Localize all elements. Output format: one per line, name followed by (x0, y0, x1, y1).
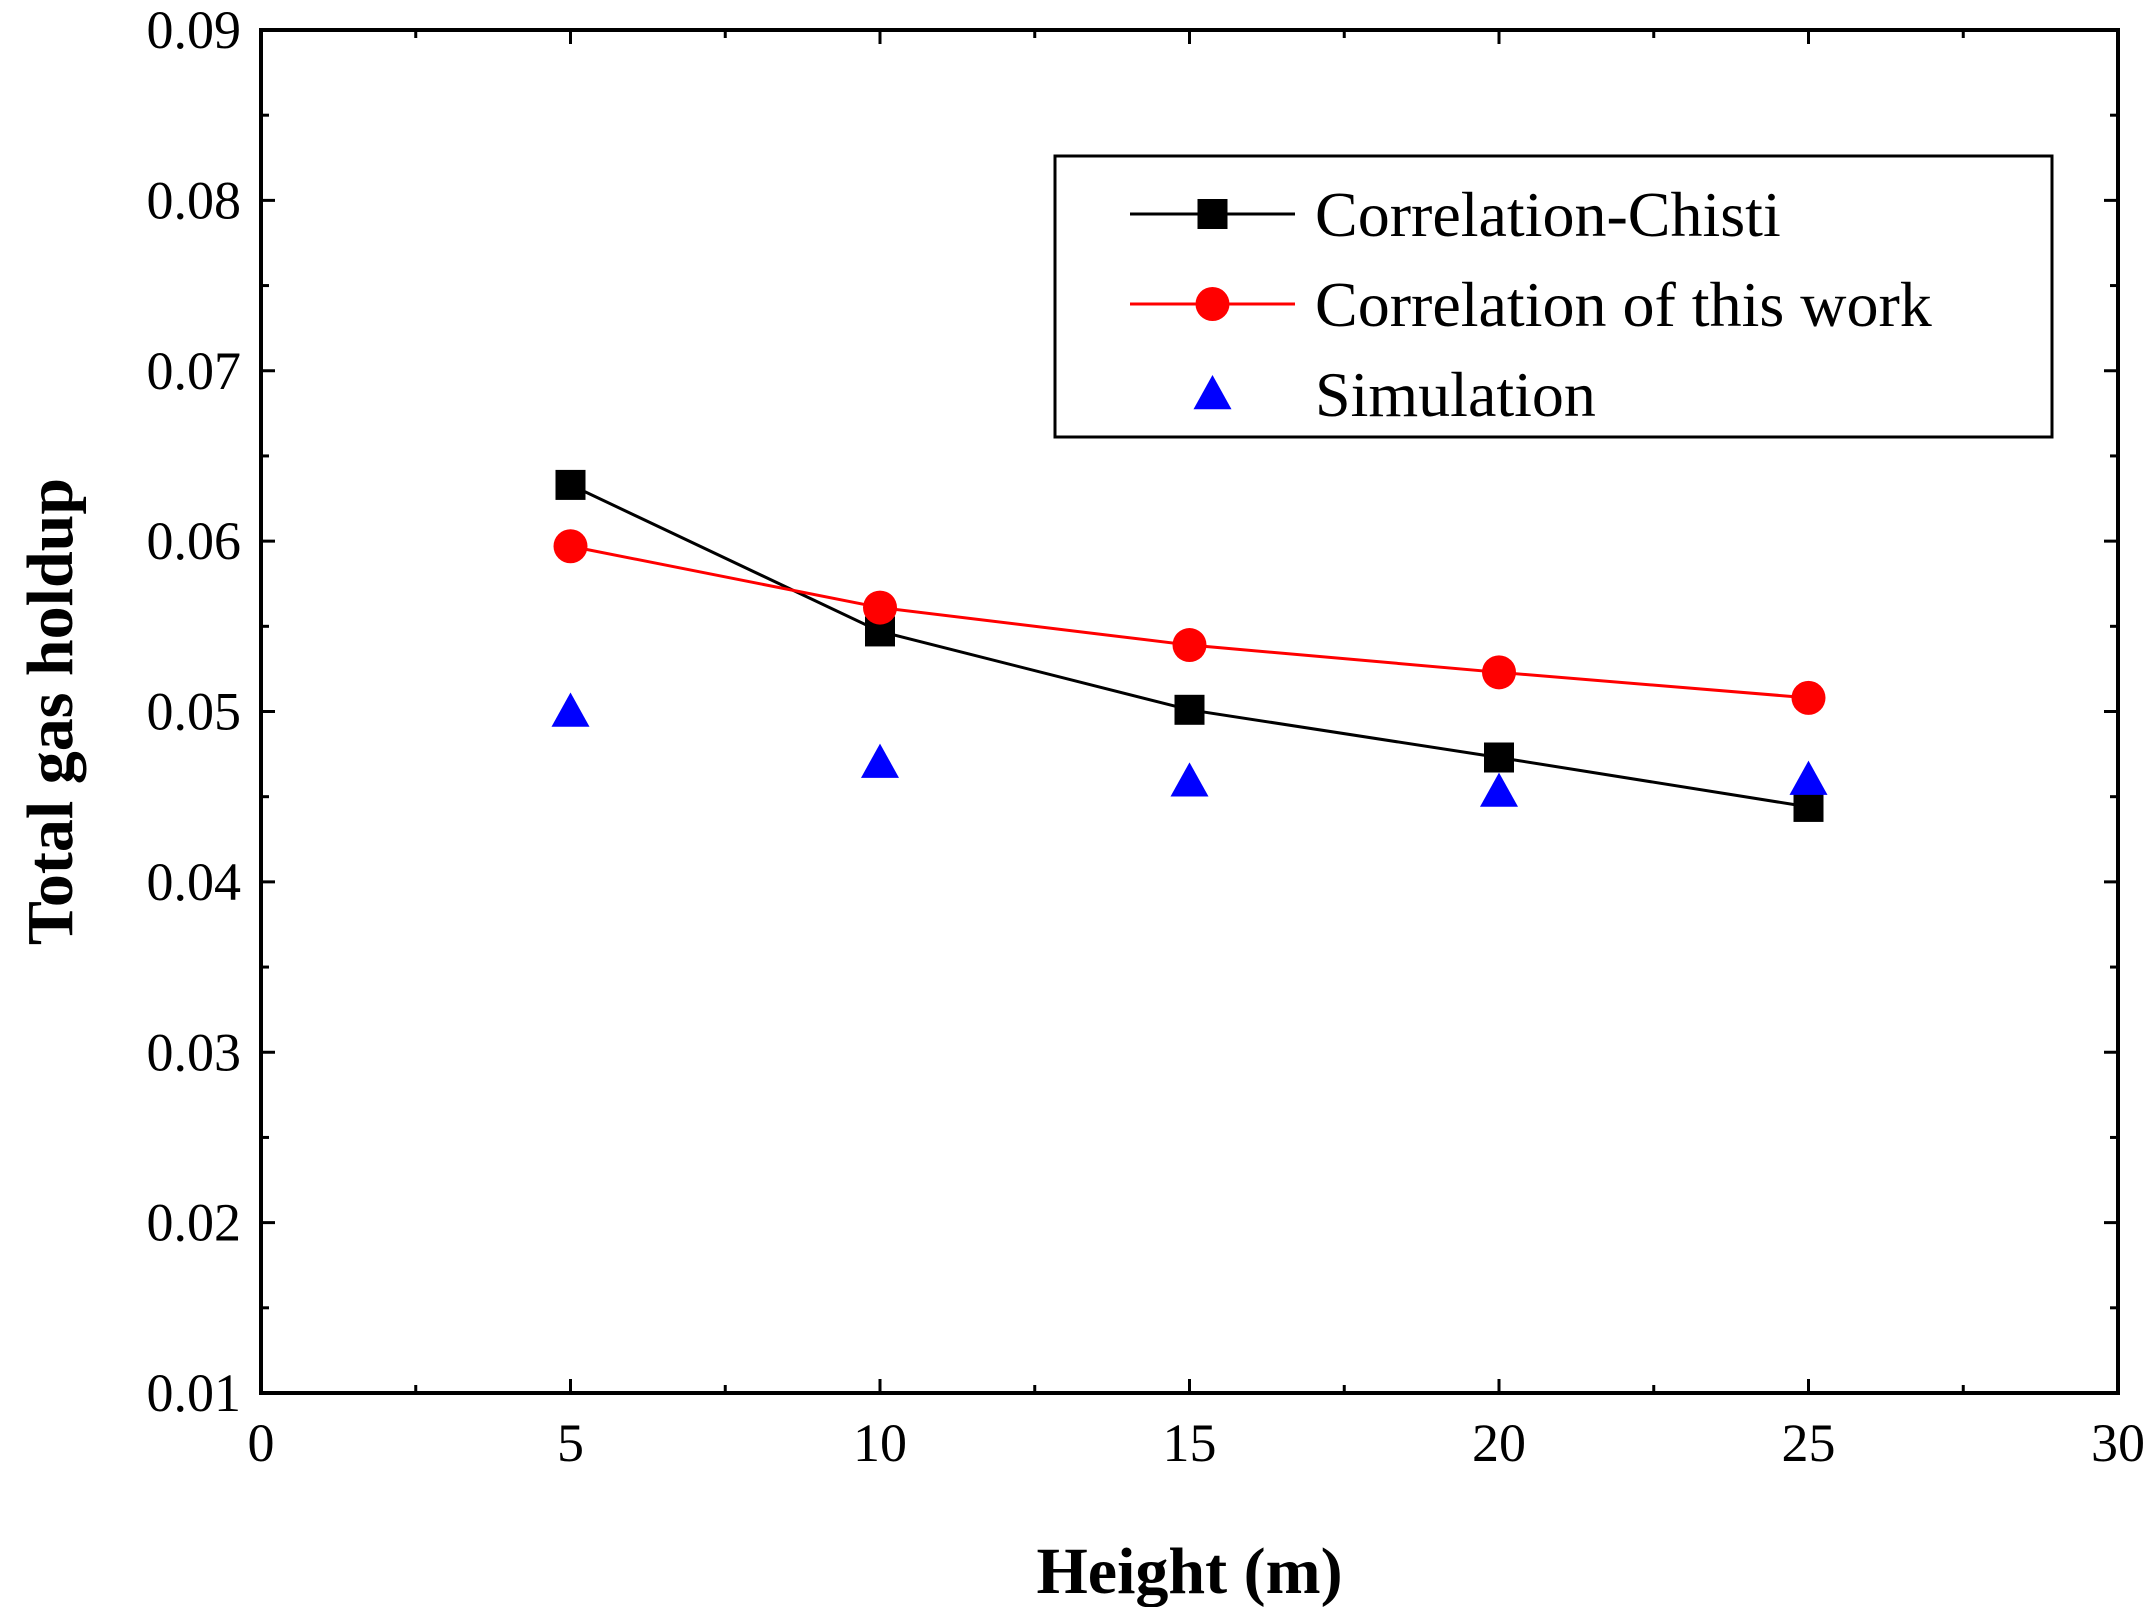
legend-label-correlation-chisti: Correlation-Chisti (1315, 179, 1781, 250)
x-tick-label: 10 (853, 1413, 907, 1473)
data-point-simulation (1170, 762, 1209, 797)
data-point-correlation-of-this-work (863, 590, 897, 625)
y-tick-label: 0.04 (147, 852, 242, 912)
y-tick-label: 0.09 (147, 0, 242, 60)
data-point-correlation-of-this-work (1791, 680, 1826, 715)
x-tick-label: 0 (248, 1413, 275, 1473)
y-tick-label: 0.01 (147, 1363, 242, 1423)
y-tick-label: 0.07 (147, 341, 242, 401)
y-tick-label: 0.02 (147, 1193, 242, 1253)
x-axis-title: Height (m) (1036, 1535, 1342, 1607)
data-point-correlation-of-this-work (553, 529, 588, 564)
x-tick-label: 30 (2091, 1413, 2145, 1473)
data-point-correlation-of-this-work (1482, 655, 1516, 690)
legend-marker-correlation-of-this-work (1195, 287, 1230, 321)
data-point-correlation-of-this-work (1172, 628, 1207, 663)
data-point-simulation (1789, 760, 1828, 795)
legend-label-simulation: Simulation (1315, 359, 1596, 430)
data-point-simulation (1480, 772, 1518, 807)
legend-marker-simulation (1193, 375, 1232, 410)
data-point-simulation (861, 743, 899, 778)
data-point-correlation-chisti (1793, 791, 1824, 822)
y-tick-label: 0.06 (147, 511, 242, 571)
series-markers (551, 469, 1828, 822)
legend-marker-correlation-chisti (1197, 199, 1228, 229)
data-point-correlation-chisti (1174, 694, 1205, 725)
x-tick-label: 20 (1472, 1413, 1526, 1473)
legend-label-correlation-of-this-work: Correlation of this work (1315, 269, 1932, 340)
data-point-simulation (551, 692, 590, 727)
x-tick-label: 5 (557, 1413, 584, 1473)
y-axis-title: Total gas holdup (14, 478, 87, 945)
data-point-correlation-chisti (1484, 742, 1514, 773)
data-point-correlation-chisti (555, 469, 586, 500)
y-tick-label: 0.03 (147, 1022, 242, 1082)
legend: Correlation-Chisti Correlation of this wo… (1053, 154, 2054, 439)
x-tick-label: 15 (1163, 1413, 1217, 1473)
y-tick-label: 0.05 (147, 682, 242, 742)
series-line-correlation-of-this-work (570, 544, 1809, 700)
y-tick-label: 0.08 (147, 170, 242, 230)
x-tick-label: 25 (1782, 1413, 1836, 1473)
axes-ticks: 0 5 10 15 20 25 30 0.01 0.02 0.03 0.04 0.05 0.06 0.07… (147, 0, 2146, 1473)
